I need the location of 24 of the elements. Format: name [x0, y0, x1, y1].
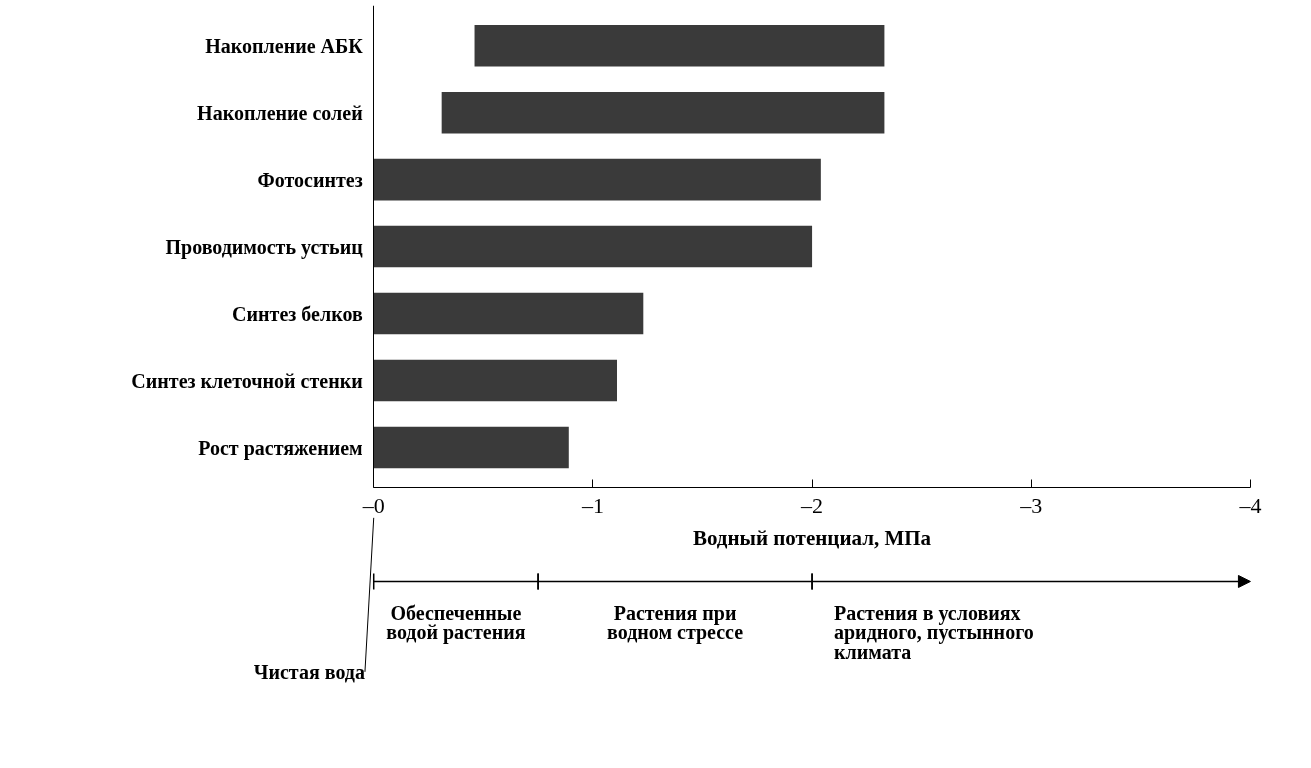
- text: Обеспеченные водой растения: [386, 601, 526, 645]
- x-axis-title: Водный потенциал, МПа: [692, 525, 932, 550]
- y-tick-label: Накопление солей: [197, 101, 363, 124]
- bar: [441, 91, 885, 134]
- text: Растения при водном стрессе: [607, 601, 744, 645]
- bar: [373, 426, 569, 469]
- bar: [373, 225, 813, 268]
- text: Растения в условиях аридного, пустынного климата: [833, 601, 1034, 664]
- y-tick-label: Синтез клеточной стенки: [131, 369, 363, 392]
- bar: [373, 359, 618, 402]
- bar: [474, 24, 885, 67]
- x-tick-label: –1: [580, 492, 604, 518]
- x-tick-label: –3: [1019, 492, 1043, 518]
- x-tick-label: –2: [800, 492, 824, 518]
- y-tick-label: Накопление АБК: [205, 34, 364, 57]
- bar: [373, 292, 644, 335]
- bar: [373, 158, 821, 201]
- x-tick-label: –0: [361, 492, 385, 518]
- x-tick-label: –4: [1238, 492, 1262, 518]
- y-tick-label: Проводимость устьиц: [165, 235, 364, 259]
- y-tick-label: Рост растяжением: [198, 436, 363, 460]
- y-tick-label: Фотосинтез: [257, 168, 363, 191]
- y-tick-label: Синтез белков: [232, 302, 363, 325]
- text: Чистая вода: [253, 660, 365, 683]
